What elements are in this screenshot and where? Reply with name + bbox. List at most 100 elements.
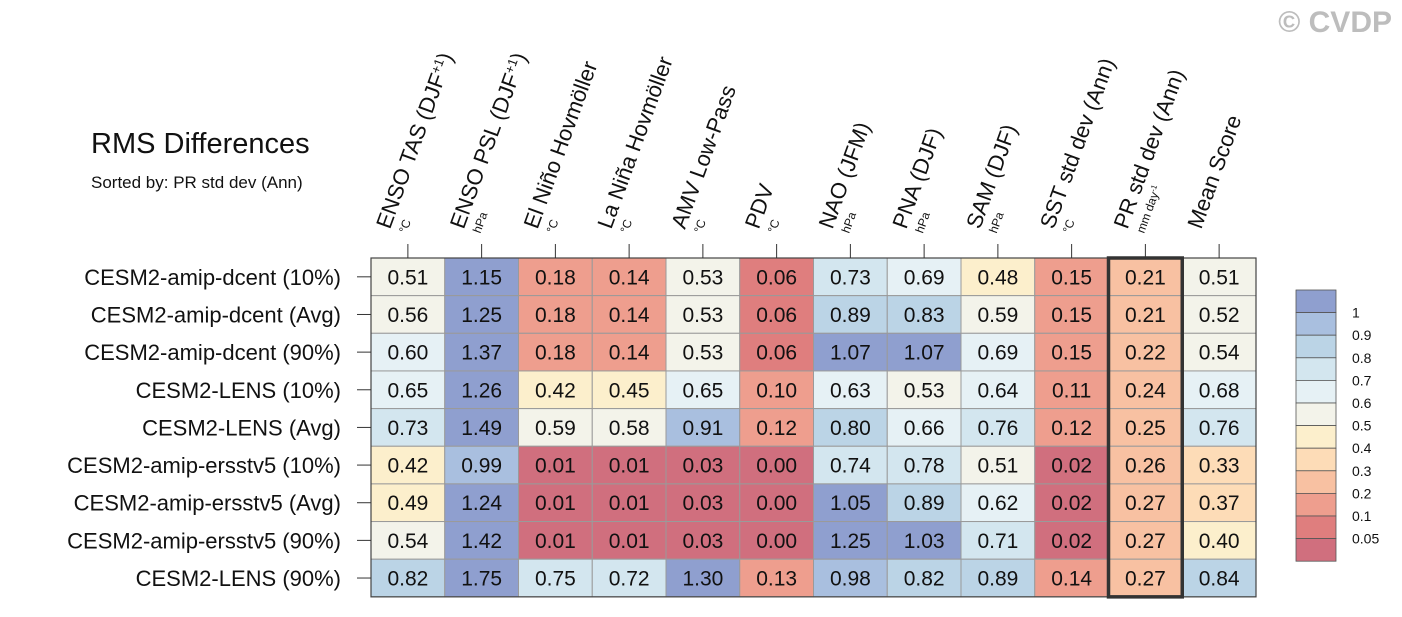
colorbar-tick-label: 0.6	[1352, 395, 1372, 411]
column-unit-label: hPa	[470, 210, 491, 235]
colorbar-swatch	[1295, 312, 1337, 336]
colorbar-swatch	[1295, 538, 1337, 562]
heatmap-cell	[886, 521, 962, 560]
heatmap-cell	[591, 408, 667, 447]
cell-value-label: 0.59	[977, 304, 1018, 327]
heatmap-cell	[591, 332, 667, 372]
heatmap-cell	[591, 483, 667, 523]
heatmap-cell	[518, 332, 593, 372]
heatmap-cell	[1108, 370, 1183, 410]
cell-value-label: 0.02	[1051, 455, 1092, 478]
heatmap-cell	[591, 521, 667, 560]
cell-value-label: 0.06	[756, 342, 797, 365]
cell-value-label: 0.03	[682, 530, 723, 553]
heatmap-cell	[886, 408, 962, 447]
cell-value-label: 0.73	[830, 266, 871, 289]
cell-value-label: 0.58	[609, 417, 650, 440]
cell-value-label: 0.42	[387, 455, 428, 478]
cell-value-label: 0.01	[535, 492, 576, 515]
colorbar-tick-label: 0.3	[1352, 463, 1372, 479]
cell-value-label: 0.40	[1199, 530, 1240, 553]
cell-value-label: 1.25	[830, 530, 871, 553]
cell-value-label: 0.52	[1199, 304, 1240, 327]
heatmap-cell	[1108, 558, 1183, 598]
cell-value-label: 0.18	[535, 342, 576, 365]
heatmap-cell	[370, 408, 446, 447]
cell-value-label: 0.18	[535, 266, 576, 289]
cell-value-label: 0.01	[609, 492, 650, 515]
heatmap-cell	[813, 295, 888, 334]
heatmap-cell	[444, 483, 519, 523]
cell-value-label: 0.74	[830, 455, 871, 478]
heatmap-cell	[665, 483, 741, 523]
heatmap-cell	[960, 332, 1036, 372]
column-header: Mean Score	[1182, 112, 1246, 232]
cell-value-label: 0.27	[1125, 568, 1166, 591]
cell-value-label: 0.48	[977, 266, 1018, 289]
colorbar-swatch	[1295, 379, 1337, 404]
cell-value-label: 0.25	[1125, 417, 1166, 440]
colorbar-tick-label: 0.2	[1352, 485, 1372, 501]
colorbar-swatch	[1295, 402, 1337, 427]
heatmap-cell	[886, 445, 962, 485]
heatmap-cell	[886, 257, 962, 297]
cell-value-label: 0.01	[609, 530, 650, 553]
column-unit-label: hPa	[839, 210, 860, 235]
cell-value-label: 0.75	[535, 568, 576, 591]
heatmap-cell	[665, 408, 741, 447]
column-label: La Niña Hovmöller	[592, 53, 677, 232]
cell-value-label: 0.01	[535, 530, 576, 553]
cell-value-label: 0.69	[977, 342, 1018, 365]
cell-value-label: 0.98	[830, 568, 871, 591]
cell-value-label: 0.53	[682, 266, 723, 289]
cell-value-label: 0.76	[1199, 417, 1240, 440]
cell-value-label: 0.91	[682, 417, 723, 440]
column-label: AMV Low-Pass	[666, 82, 741, 232]
column-header: PDV°C	[740, 180, 783, 235]
cell-value-label: 1.03	[904, 530, 945, 553]
column-unit-label: °C	[1060, 217, 1078, 235]
cell-value-label: 0.10	[756, 379, 797, 402]
cell-value-label: 0.00	[756, 492, 797, 515]
chart-subtitle: Sorted by: PR std dev (Ann)	[91, 173, 303, 192]
cell-value-label: 0.63	[830, 379, 871, 402]
cell-value-label: 0.65	[387, 379, 428, 402]
colorbar-swatch	[1295, 515, 1337, 540]
heatmap-cell	[1034, 370, 1109, 410]
cell-value-label: 0.18	[535, 304, 576, 327]
heatmap-cell	[1108, 445, 1183, 485]
colorbar-swatch	[1295, 447, 1337, 472]
heatmap-cell	[370, 332, 446, 372]
colorbar-swatch	[1295, 492, 1337, 517]
heatmap-cell	[739, 521, 814, 560]
column-label: ENSO PSL (DJF+1)	[445, 49, 532, 232]
cell-value-label: 0.26	[1125, 455, 1166, 478]
cell-value-label: 0.14	[1051, 568, 1092, 591]
colorbar-tick-label: 0.1	[1352, 508, 1372, 524]
column-unit-label: °C	[765, 217, 783, 235]
column-header: NAO (JFM)hPa	[814, 119, 876, 235]
column-header: PNA (DJF)hPa	[887, 124, 946, 235]
cell-value-label: 0.64	[977, 379, 1018, 402]
heatmap-cell	[370, 370, 446, 410]
heatmap-cell	[739, 558, 814, 598]
cell-value-label: 0.22	[1125, 342, 1166, 365]
cell-value-label: 0.21	[1125, 266, 1166, 289]
cell-value-label: 0.15	[1051, 304, 1092, 327]
cell-value-label: 0.89	[977, 568, 1018, 591]
heatmap-cell	[1034, 483, 1109, 523]
chart-title: RMS Differences	[91, 128, 310, 160]
heatmap-cell	[1181, 558, 1257, 598]
column-label: El Niño Hovmöller	[519, 58, 603, 232]
cell-value-label: 0.89	[830, 304, 871, 327]
colorbar-swatch	[1295, 357, 1337, 381]
cell-value-label: 0.68	[1199, 379, 1240, 402]
heatmap-cell	[1034, 408, 1109, 447]
cell-value-label: 0.12	[756, 417, 797, 440]
cell-value-label: 0.42	[535, 379, 576, 402]
heatmap-cell	[444, 445, 519, 485]
cell-value-label: 0.02	[1051, 492, 1092, 515]
cell-value-label: 0.80	[830, 417, 871, 440]
